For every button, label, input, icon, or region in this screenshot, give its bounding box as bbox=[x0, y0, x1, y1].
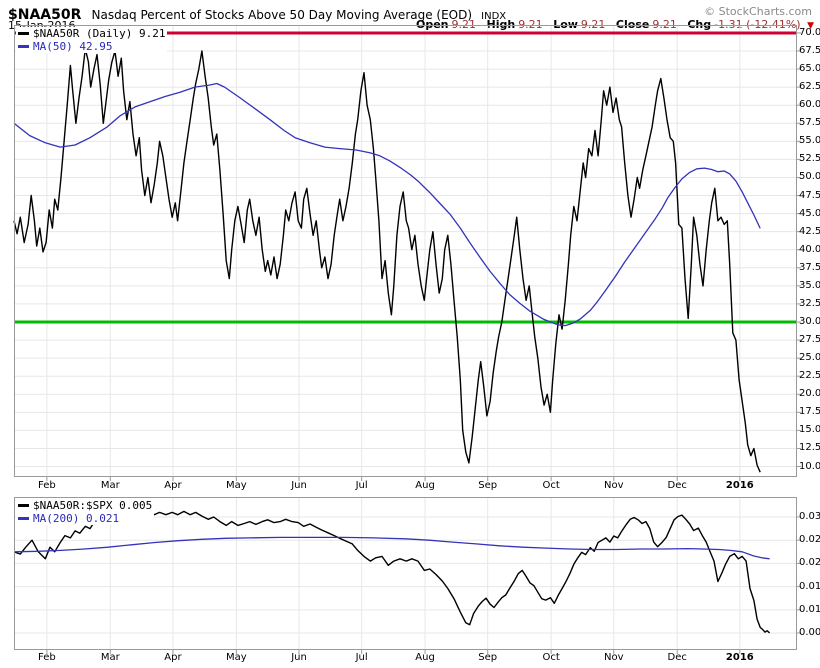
month-label: Sep bbox=[478, 480, 498, 491]
price-line-swatch bbox=[18, 31, 29, 35]
month-label: 2016 bbox=[725, 652, 754, 663]
y-tick-label: 65.0 bbox=[799, 63, 820, 75]
y-tick-label: 0.015 bbox=[799, 580, 820, 592]
ratio-line-swatch bbox=[18, 503, 29, 507]
main-legend: $NAA50R (Daily) 9.21 MA(50) 42.95 bbox=[16, 27, 168, 53]
y-tick-label: 47.5 bbox=[799, 189, 820, 201]
close-value: 9.21 bbox=[652, 18, 677, 31]
chart-title: Nasdaq Percent of Stocks Above 50 Day Mo… bbox=[91, 8, 473, 22]
chg-label: Chg bbox=[687, 18, 712, 31]
y-tick-label: 32.5 bbox=[799, 297, 820, 309]
ratio-legend: $NAA50R:$SPX 0.005 MA(200) 0.021 bbox=[16, 499, 155, 525]
y-tick-label: 55.0 bbox=[799, 135, 820, 147]
ratio-chart-panel bbox=[13, 497, 801, 654]
y-tick-label: 0.005 bbox=[799, 627, 820, 638]
month-label: Jul bbox=[355, 652, 368, 663]
-naa50r-spx-line bbox=[13, 510, 771, 634]
y-tick-label: 25.0 bbox=[799, 352, 820, 364]
y-tick-label: 70.0 bbox=[799, 26, 820, 38]
month-label: Jun bbox=[291, 480, 307, 491]
y-tick-label: 10.0 bbox=[799, 460, 820, 472]
symbol: $NAA50R bbox=[8, 7, 82, 23]
month-label: Jul bbox=[355, 480, 368, 491]
copyright: © StockCharts.com bbox=[704, 5, 812, 18]
open-label: Open bbox=[415, 18, 449, 31]
month-label: May bbox=[226, 480, 247, 491]
exchange-label: INDX bbox=[481, 11, 507, 22]
main-legend-price: $NAA50R (Daily) 9.21 bbox=[33, 27, 166, 40]
ma50-line-swatch bbox=[18, 44, 29, 48]
y-tick-label: 27.5 bbox=[799, 334, 820, 346]
y-tick-label: 15.0 bbox=[799, 424, 820, 436]
y-tick-label: 57.5 bbox=[799, 117, 820, 129]
month-label: Feb bbox=[38, 480, 56, 491]
ma200-line-swatch bbox=[18, 516, 29, 520]
y-tick-label: 0.030 bbox=[799, 511, 820, 522]
ratio-legend-price: $NAA50R:$SPX 0.005 bbox=[33, 499, 153, 512]
month-label: 2016 bbox=[725, 480, 754, 491]
main-legend-ma: MA(50) 42.95 bbox=[33, 40, 113, 53]
month-label: Mar bbox=[100, 652, 120, 663]
y-tick-label: 35.0 bbox=[799, 279, 820, 291]
month-label: Dec bbox=[667, 480, 687, 491]
y-tick-label: 42.5 bbox=[799, 225, 820, 237]
month-label: Feb bbox=[38, 652, 56, 663]
month-label: Dec bbox=[667, 652, 687, 663]
y-tick-label: 0.025 bbox=[799, 534, 820, 546]
month-label: Sep bbox=[478, 652, 498, 663]
-naa50r-daily-line bbox=[13, 48, 761, 473]
month-label: Apr bbox=[164, 652, 182, 663]
ma-50--line bbox=[13, 82, 761, 327]
ratio-legend-ma: MA(200) 0.021 bbox=[33, 512, 120, 525]
month-label: Nov bbox=[604, 652, 624, 663]
low-value: 9.21 bbox=[580, 18, 606, 31]
y-tick-label: 30.0 bbox=[799, 315, 820, 327]
y-tick-label: 52.5 bbox=[799, 153, 820, 165]
y-tick-label: 67.5 bbox=[799, 45, 820, 56]
month-label: Jun bbox=[291, 652, 307, 663]
month-label: Oct bbox=[542, 480, 560, 491]
main-y-axis: 10.0 12.5 15.0 17.5 20.0 22.5 25.0 27.5 30.0 32.5… bbox=[799, 25, 820, 477]
y-tick-label: 50.0 bbox=[799, 171, 820, 183]
y-tick-label: 60.0 bbox=[799, 99, 820, 111]
close-label: Close bbox=[615, 18, 650, 31]
low-label: Low bbox=[553, 18, 578, 31]
month-label: Mar bbox=[100, 480, 120, 491]
y-tick-label: 37.5 bbox=[799, 261, 820, 273]
ratio-y-axis: 0.005 0.010 0.015 0.020 0.025 0.030 bbox=[799, 497, 820, 650]
y-tick-label: 40.0 bbox=[799, 243, 820, 255]
month-label: May bbox=[226, 652, 247, 663]
y-tick-label: 20.0 bbox=[799, 388, 820, 400]
y-tick-label: 62.5 bbox=[799, 81, 820, 93]
main-chart-panel bbox=[13, 25, 801, 481]
month-label: Aug bbox=[415, 652, 435, 663]
ratio-x-axis: Feb Mar Apr May Jun Jul Aug Sep Oct Nov Dec 2016 bbox=[14, 652, 797, 666]
y-tick-label: 0.010 bbox=[799, 603, 820, 615]
open-value: 9.21 bbox=[451, 18, 477, 31]
y-tick-label: 0.020 bbox=[799, 557, 820, 569]
ma-200--line bbox=[13, 536, 770, 560]
chg-value: -1.31 (-12.41%) bbox=[714, 18, 801, 31]
down-triangle-icon: ▼ bbox=[807, 21, 814, 31]
month-label: Nov bbox=[604, 480, 624, 491]
month-label: Apr bbox=[164, 480, 182, 491]
y-tick-label: 17.5 bbox=[799, 406, 820, 418]
header: $NAA50R Nasdaq Percent of Stocks Above 5… bbox=[8, 4, 506, 23]
month-label: Oct bbox=[542, 652, 560, 663]
y-tick-label: 45.0 bbox=[799, 207, 820, 219]
high-label: High bbox=[486, 18, 516, 31]
month-label: Aug bbox=[415, 480, 435, 491]
y-tick-label: 22.5 bbox=[799, 370, 820, 382]
high-value: 9.21 bbox=[518, 18, 543, 31]
main-x-axis: Feb Mar Apr May Jun Jul Aug Sep Oct Nov Dec 2016 bbox=[14, 480, 797, 494]
ohlc-quote: Open 9.21 High 9.21 Low 9.21 Close 9.21 Chg -… bbox=[409, 18, 814, 31]
y-tick-label: 12.5 bbox=[799, 442, 820, 454]
